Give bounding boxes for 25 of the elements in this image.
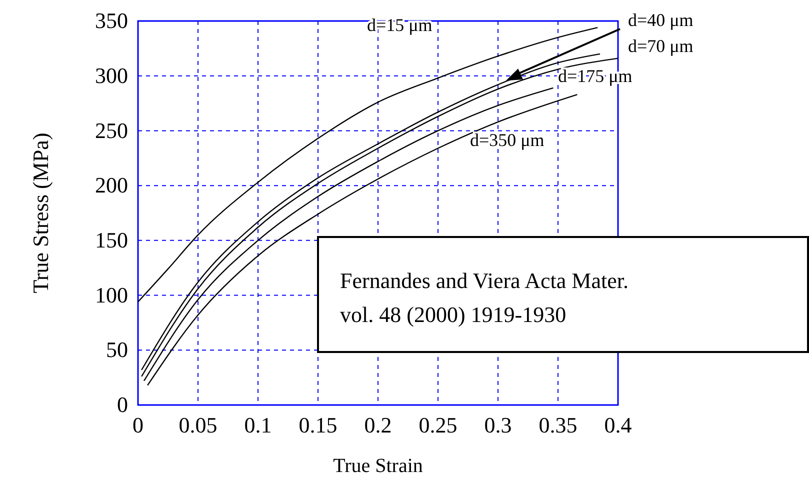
x-tick-label: 0.4 (604, 412, 632, 438)
x-tick-label: 0.25 (418, 412, 458, 438)
x-tick-label: 0.2 (364, 412, 392, 438)
series-label: d=70 μm (628, 36, 694, 56)
annotation: vol. 48 (2000) 1919-1930 (340, 302, 566, 327)
y-tick-label: 250 (95, 118, 128, 143)
note-box: Fernandes and Viera Acta Mater. vol. 48 (2000) 1919-1930 (317, 236, 809, 353)
x-tick-label: 0.05 (178, 412, 218, 438)
y-tick-label: 100 (95, 282, 128, 308)
y-tick-label: 350 (95, 8, 128, 34)
x-tick-label: 0.15 (298, 412, 338, 438)
x-tick-label: 0.35 (538, 412, 578, 438)
x-tick-label: 0.1 (244, 412, 272, 438)
x-axis-title: True Strain (333, 455, 423, 477)
x-tick-label: 0 (132, 412, 144, 438)
y-axis-title: True Stress (MPa) (28, 132, 53, 294)
y-tick-label: 50 (106, 337, 128, 362)
y-tick-label: 150 (95, 227, 128, 252)
series-label: d=350 μm (470, 130, 544, 150)
y-tick-label: 0 (117, 392, 128, 418)
x-tick-label: 0.3 (484, 412, 512, 438)
annotation: Fernandes and Viera Acta Mater. (340, 268, 628, 293)
y-tick-label: 300 (95, 62, 128, 88)
text: d=40 μm (628, 10, 694, 30)
y-tick-label: 200 (95, 172, 128, 198)
